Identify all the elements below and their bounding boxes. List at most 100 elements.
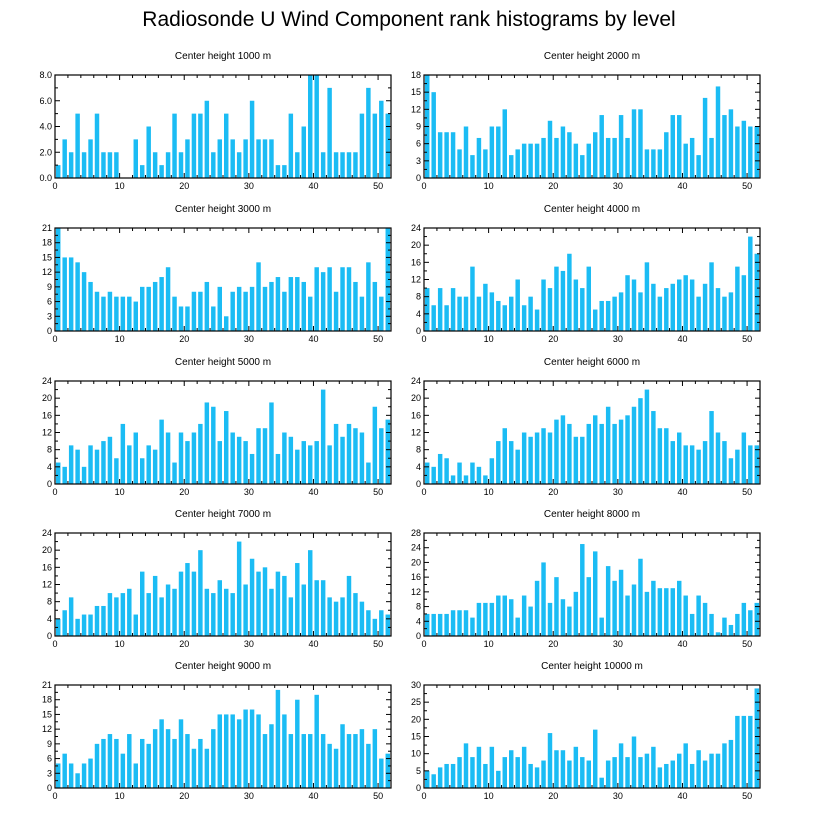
main-title: Radiosonde U Wind Component rank histogr…: [142, 8, 676, 31]
histogram-bar: [670, 283, 675, 331]
histogram-bar: [81, 272, 87, 331]
histogram-bar: [191, 748, 197, 788]
histogram-bar: [664, 428, 669, 484]
histogram-bar: [657, 767, 663, 788]
histogram-bar: [431, 92, 436, 178]
histogram-bar: [146, 743, 151, 788]
histogram-panel: Center height 3000 m 0 10 20 30 40 50 0 3 6 9 12 15 1…: [42, 204, 392, 344]
histogram-bar: [372, 729, 378, 788]
histogram-bar: [702, 602, 708, 636]
histogram-bar: [288, 734, 294, 788]
histogram-bar: [625, 275, 630, 331]
histogram-bar: [366, 87, 371, 178]
y-tick-label: 6: [47, 297, 52, 307]
histogram-bar: [359, 729, 365, 788]
y-tick-label: 6.0: [39, 96, 52, 106]
histogram-bar: [359, 113, 365, 178]
histogram-bar: [696, 155, 701, 178]
histogram-bar: [269, 281, 274, 331]
histogram-bar: [256, 262, 261, 331]
histogram-bar: [68, 257, 74, 331]
histogram-bar: [463, 743, 469, 788]
histogram-bar: [644, 753, 650, 788]
y-tick-label: 15: [42, 252, 52, 262]
histogram-bar: [262, 428, 268, 484]
histogram-bar: [509, 750, 514, 788]
y-tick-label: 24: [42, 528, 52, 538]
histogram-bar: [431, 305, 436, 331]
histogram-bar: [224, 588, 229, 636]
histogram-bar: [735, 449, 740, 484]
histogram-bar: [249, 453, 255, 484]
histogram-bar: [547, 288, 553, 331]
y-tick-label: 20: [411, 240, 421, 250]
y-tick-label: 8: [47, 597, 52, 607]
y-tick-label: 21: [42, 223, 52, 233]
panel-title: Center height 3000 m: [175, 204, 271, 215]
histogram-bar: [120, 753, 126, 788]
histogram-bar: [353, 281, 358, 331]
histogram-bar: [75, 773, 80, 788]
histogram-bar: [94, 605, 100, 636]
histogram-bar: [114, 597, 119, 636]
histogram-bar: [75, 449, 80, 484]
histogram-bar: [249, 100, 255, 178]
histogram-bar: [722, 743, 727, 788]
histogram-bar: [211, 593, 216, 636]
histogram-bar: [224, 411, 229, 484]
x-tick-label: 40: [308, 334, 318, 344]
histogram-bar: [437, 288, 443, 331]
histogram-bar: [567, 253, 572, 331]
histogram-bar: [159, 419, 164, 484]
histogram-bar: [101, 441, 106, 484]
histogram-bar: [243, 291, 248, 331]
histogram-bar: [75, 618, 80, 636]
histogram-bar: [269, 139, 274, 178]
histogram-bar: [605, 406, 611, 484]
histogram-bar: [618, 419, 624, 484]
histogram-bar: [288, 436, 294, 484]
histogram-bar: [366, 610, 371, 636]
histogram-bar: [81, 614, 87, 636]
histogram-bar: [366, 743, 371, 788]
histogram-bar: [152, 449, 158, 484]
histogram-bar: [586, 577, 591, 636]
histogram-bar: [593, 551, 598, 636]
histogram-bar: [599, 777, 604, 788]
histogram-bar: [140, 165, 145, 178]
y-tick-label: 0: [47, 783, 52, 793]
histogram-bar: [56, 165, 61, 178]
histogram-bar: [631, 406, 637, 484]
histogram-bar: [346, 152, 352, 178]
y-tick-label: 4: [416, 462, 421, 472]
histogram-bar: [463, 475, 469, 484]
histogram-bar: [754, 445, 759, 484]
x-tick-label: 50: [373, 487, 383, 497]
histogram-bar: [573, 436, 579, 484]
histogram-bar: [88, 139, 93, 178]
histogram-bar: [457, 462, 462, 484]
histogram-bar: [573, 746, 579, 788]
histogram-bar: [715, 632, 721, 636]
histogram-bar: [282, 291, 287, 331]
histogram-bar: [178, 306, 184, 331]
x-tick-label: 40: [677, 181, 687, 191]
histogram-bar: [114, 458, 119, 484]
histogram-bar: [625, 415, 630, 484]
histogram-bar: [631, 584, 637, 636]
histogram-bar: [133, 301, 138, 331]
histogram-bar: [463, 296, 469, 331]
histogram-bar: [657, 296, 663, 331]
histogram-bar: [282, 432, 287, 484]
histogram-bar: [748, 236, 753, 331]
histogram-bar: [715, 288, 721, 331]
x-tick-label: 40: [308, 181, 318, 191]
histogram-bar: [722, 441, 727, 484]
histogram-bar: [748, 445, 753, 484]
histogram-bar: [476, 137, 482, 178]
y-tick-label: 12: [42, 428, 52, 438]
histogram-bar: [107, 152, 113, 178]
y-tick-label: 4.0: [39, 122, 52, 132]
x-tick-label: 30: [613, 639, 623, 649]
y-tick-label: 20: [42, 545, 52, 555]
